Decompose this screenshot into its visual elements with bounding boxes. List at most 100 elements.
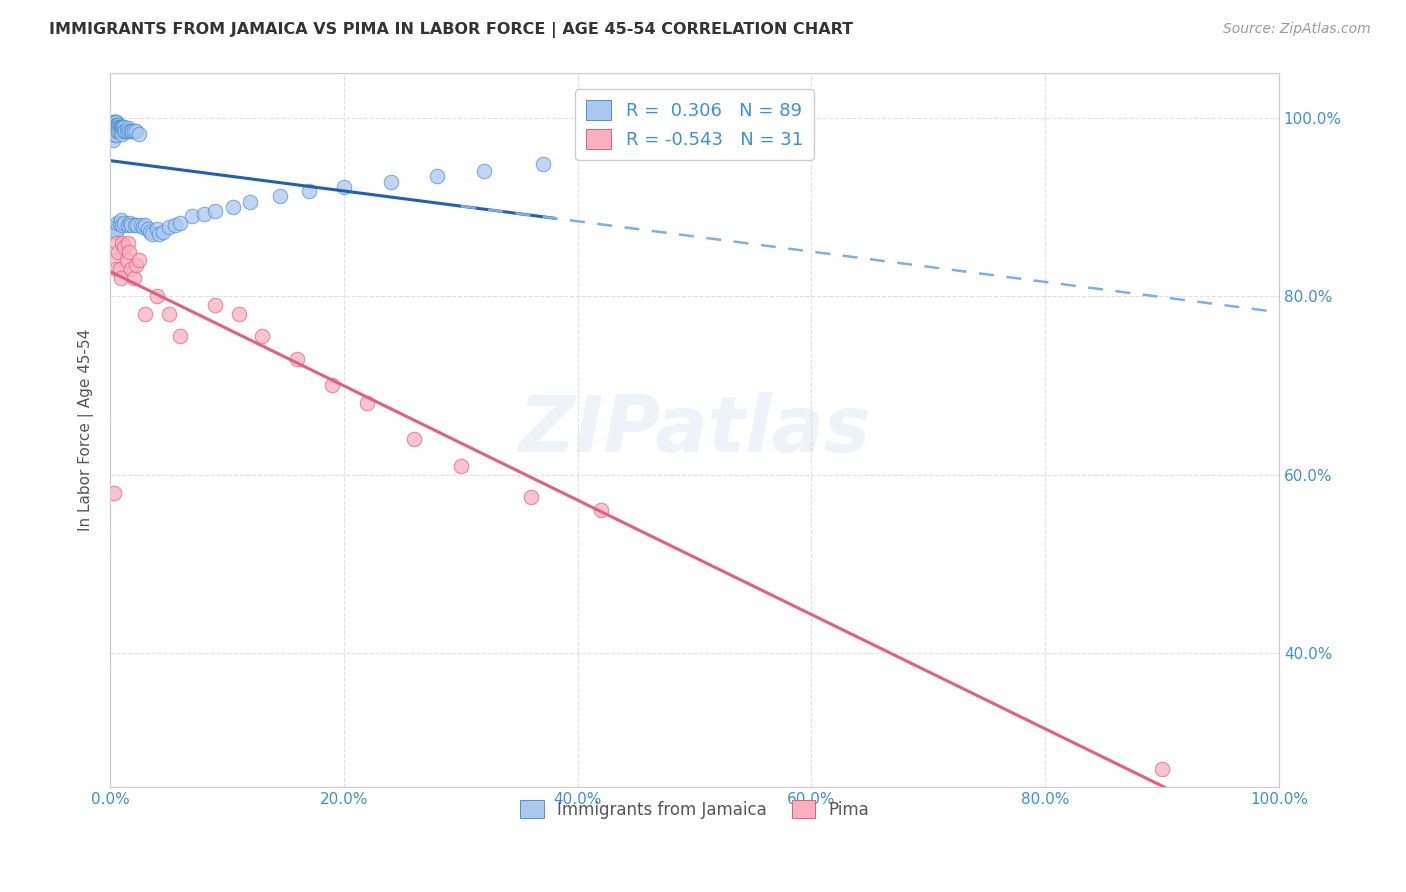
Point xyxy=(531,157,554,171)
Point xyxy=(298,184,321,198)
Point xyxy=(152,225,174,239)
Point xyxy=(105,124,128,138)
Point xyxy=(105,123,128,137)
Point xyxy=(141,227,163,241)
Point xyxy=(157,219,180,234)
Point xyxy=(107,120,129,134)
Point xyxy=(103,115,125,129)
Point xyxy=(112,120,135,134)
Point xyxy=(125,258,148,272)
Point xyxy=(472,164,495,178)
Point xyxy=(250,329,273,343)
Point xyxy=(110,120,132,134)
Point xyxy=(169,329,191,343)
Point xyxy=(105,223,128,237)
Point xyxy=(104,120,127,134)
Text: ZIPatlas: ZIPatlas xyxy=(519,392,870,468)
Point xyxy=(193,207,215,221)
Text: Source: ZipAtlas.com: Source: ZipAtlas.com xyxy=(1223,22,1371,37)
Point xyxy=(108,121,131,136)
Point xyxy=(115,124,138,138)
Point xyxy=(139,225,162,239)
Point xyxy=(117,235,139,250)
Point xyxy=(120,216,142,230)
Y-axis label: In Labor Force | Age 45-54: In Labor Force | Age 45-54 xyxy=(79,329,94,532)
Point xyxy=(111,124,134,138)
Point xyxy=(1152,762,1174,776)
Point xyxy=(127,218,149,232)
Point xyxy=(269,189,291,203)
Point xyxy=(108,216,131,230)
Point xyxy=(239,195,262,210)
Point xyxy=(105,225,128,239)
Point xyxy=(108,262,131,277)
Point xyxy=(111,121,134,136)
Point xyxy=(121,124,143,138)
Point xyxy=(115,253,138,268)
Point xyxy=(134,307,156,321)
Point xyxy=(520,490,543,504)
Point xyxy=(105,120,128,134)
Point xyxy=(105,219,128,234)
Point xyxy=(105,127,128,141)
Point xyxy=(107,244,129,259)
Point xyxy=(112,124,135,138)
Point xyxy=(107,124,129,138)
Point xyxy=(285,351,308,366)
Point xyxy=(426,169,449,183)
Legend: Immigrants from Jamaica, Pima: Immigrants from Jamaica, Pima xyxy=(513,793,876,825)
Point xyxy=(169,216,191,230)
Point xyxy=(105,221,128,235)
Point xyxy=(105,121,128,136)
Point xyxy=(404,432,426,446)
Point xyxy=(104,120,127,134)
Point xyxy=(105,126,128,140)
Point xyxy=(103,124,125,138)
Point xyxy=(114,124,136,138)
Point xyxy=(120,262,142,277)
Point xyxy=(111,235,134,250)
Point xyxy=(105,235,128,250)
Point xyxy=(122,271,145,285)
Point xyxy=(105,121,128,136)
Point xyxy=(107,118,129,132)
Point xyxy=(117,218,139,232)
Point xyxy=(105,115,128,129)
Point xyxy=(118,124,141,138)
Point xyxy=(356,396,378,410)
Point xyxy=(120,124,142,138)
Point xyxy=(117,121,139,136)
Point xyxy=(146,289,169,303)
Point xyxy=(105,121,128,136)
Point xyxy=(101,133,124,147)
Point xyxy=(111,120,134,134)
Point xyxy=(321,378,343,392)
Point xyxy=(111,218,134,232)
Point xyxy=(105,118,128,132)
Point xyxy=(125,124,148,138)
Point xyxy=(110,213,132,227)
Point xyxy=(107,121,129,136)
Point xyxy=(104,124,127,138)
Point xyxy=(103,120,125,134)
Point xyxy=(104,121,127,136)
Point xyxy=(112,216,135,230)
Point xyxy=(110,271,132,285)
Point xyxy=(204,204,226,219)
Point xyxy=(181,209,204,223)
Point xyxy=(108,124,131,138)
Point xyxy=(132,219,155,234)
Point xyxy=(124,218,146,232)
Point xyxy=(104,253,127,268)
Point xyxy=(103,115,125,129)
Point xyxy=(157,307,180,321)
Point xyxy=(104,115,127,129)
Point xyxy=(105,115,128,129)
Point xyxy=(108,120,131,134)
Point xyxy=(104,128,127,143)
Point xyxy=(204,298,226,312)
Point xyxy=(146,222,169,236)
Point xyxy=(105,216,128,230)
Point xyxy=(118,244,141,259)
Point xyxy=(148,227,170,241)
